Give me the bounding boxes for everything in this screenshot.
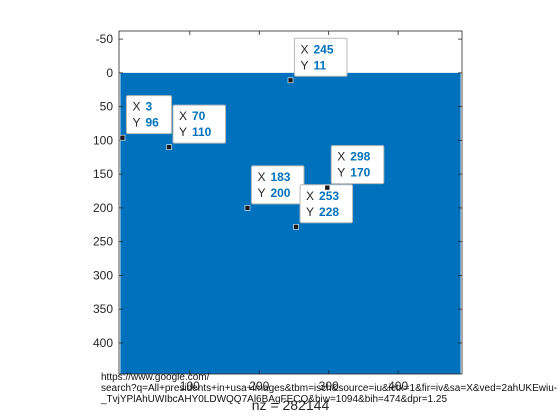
datatip-marker[interactable] <box>166 144 172 150</box>
datatip-box <box>172 104 226 144</box>
url-line: https://www.google.com/ <box>101 372 210 383</box>
datatip-marker[interactable] <box>287 77 294 84</box>
datatip-y-value: 11 <box>314 58 327 72</box>
datatip-y-key: Y <box>337 166 345 180</box>
datatip-y-key: Y <box>179 125 187 139</box>
datatip-y-value: 96 <box>145 116 159 130</box>
y-tick-label: 100 <box>93 133 113 147</box>
datatip-y-value: 228 <box>319 205 339 219</box>
datatip-x-key: X <box>337 150 345 164</box>
url-overlay: https://www.google.com/search?q=All+pres… <box>100 372 557 405</box>
datatip-y-key: Y <box>301 58 309 72</box>
datatip-x-value: 245 <box>314 42 334 56</box>
x-tick-label: 300 <box>319 379 339 393</box>
datatip-x-key: X <box>132 100 140 114</box>
datatip-x-value: 183 <box>270 170 290 184</box>
datatip-marker[interactable] <box>293 224 299 230</box>
datatip-y-key: Y <box>132 116 140 130</box>
datatip-x-key: X <box>257 170 265 184</box>
datatip-marker[interactable] <box>244 205 251 211</box>
y-tick-label: 350 <box>93 302 113 316</box>
y-tick-label: 150 <box>93 167 113 181</box>
x-tick-label: 400 <box>388 379 408 393</box>
url-line: _TvjYPlAhUWIbcAHY0LDWQQ7Al6BAgFECQ&biw=1… <box>100 394 447 405</box>
datatip[interactable]: X 253 Y 228 <box>293 184 354 230</box>
x-axis-label: nz = 282144 <box>252 397 330 413</box>
axes-box <box>118 30 463 375</box>
datatip-box <box>125 95 172 135</box>
y-tick-label: 50 <box>100 100 114 114</box>
datatip[interactable]: X 3Y 96 <box>119 95 172 141</box>
datatip-y-key: Y <box>257 186 265 200</box>
y-tick-label: 200 <box>93 201 113 215</box>
datatip-box <box>294 37 348 77</box>
datatip-x-key: X <box>306 189 314 203</box>
y-tick-label: 400 <box>93 336 113 350</box>
datatip-x-value: 70 <box>192 109 206 123</box>
datatip[interactable]: X 70 Y 110 <box>166 104 226 150</box>
datatip-marker[interactable] <box>119 134 126 141</box>
y-tick-label: 300 <box>93 268 113 282</box>
datatip-marker[interactable] <box>324 184 331 191</box>
datatip[interactable]: X 245 Y 11 <box>287 37 348 84</box>
axes-layer <box>118 30 463 375</box>
datatip-x-value: 3 <box>145 100 152 114</box>
datatip-x-value: 298 <box>350 150 370 164</box>
datatip-x-value: 253 <box>319 189 339 203</box>
datatip-box <box>330 145 385 185</box>
datatip-y-value: 170 <box>350 166 370 180</box>
y-tick-label: -50 <box>96 32 114 46</box>
y-tick-label: 250 <box>93 235 113 249</box>
datatip-x-key: X <box>179 109 187 123</box>
x-tick-label: 100 <box>180 379 200 393</box>
datatip-y-value: 110 <box>192 125 212 139</box>
datatip[interactable]: X 183 Y 200 <box>244 165 305 211</box>
datatip-y-value: 200 <box>270 186 290 200</box>
ticks-layer: -50 0 50 100 150 200 250 300 350 400 100 200 300 400 <box>93 31 462 393</box>
datatip-box <box>299 184 354 224</box>
datatip-x-key: X <box>301 42 309 56</box>
x-tick-label: 200 <box>249 379 269 393</box>
datatip-y-key: Y <box>306 205 314 219</box>
labels-layer: nz = 282144 <box>252 397 330 413</box>
datatip[interactable]: X 298 Y 170 <box>324 145 385 191</box>
y-tick-label: 0 <box>106 66 113 80</box>
url-line: search?q=All+presidents+in+usa+images&tb… <box>101 383 557 394</box>
